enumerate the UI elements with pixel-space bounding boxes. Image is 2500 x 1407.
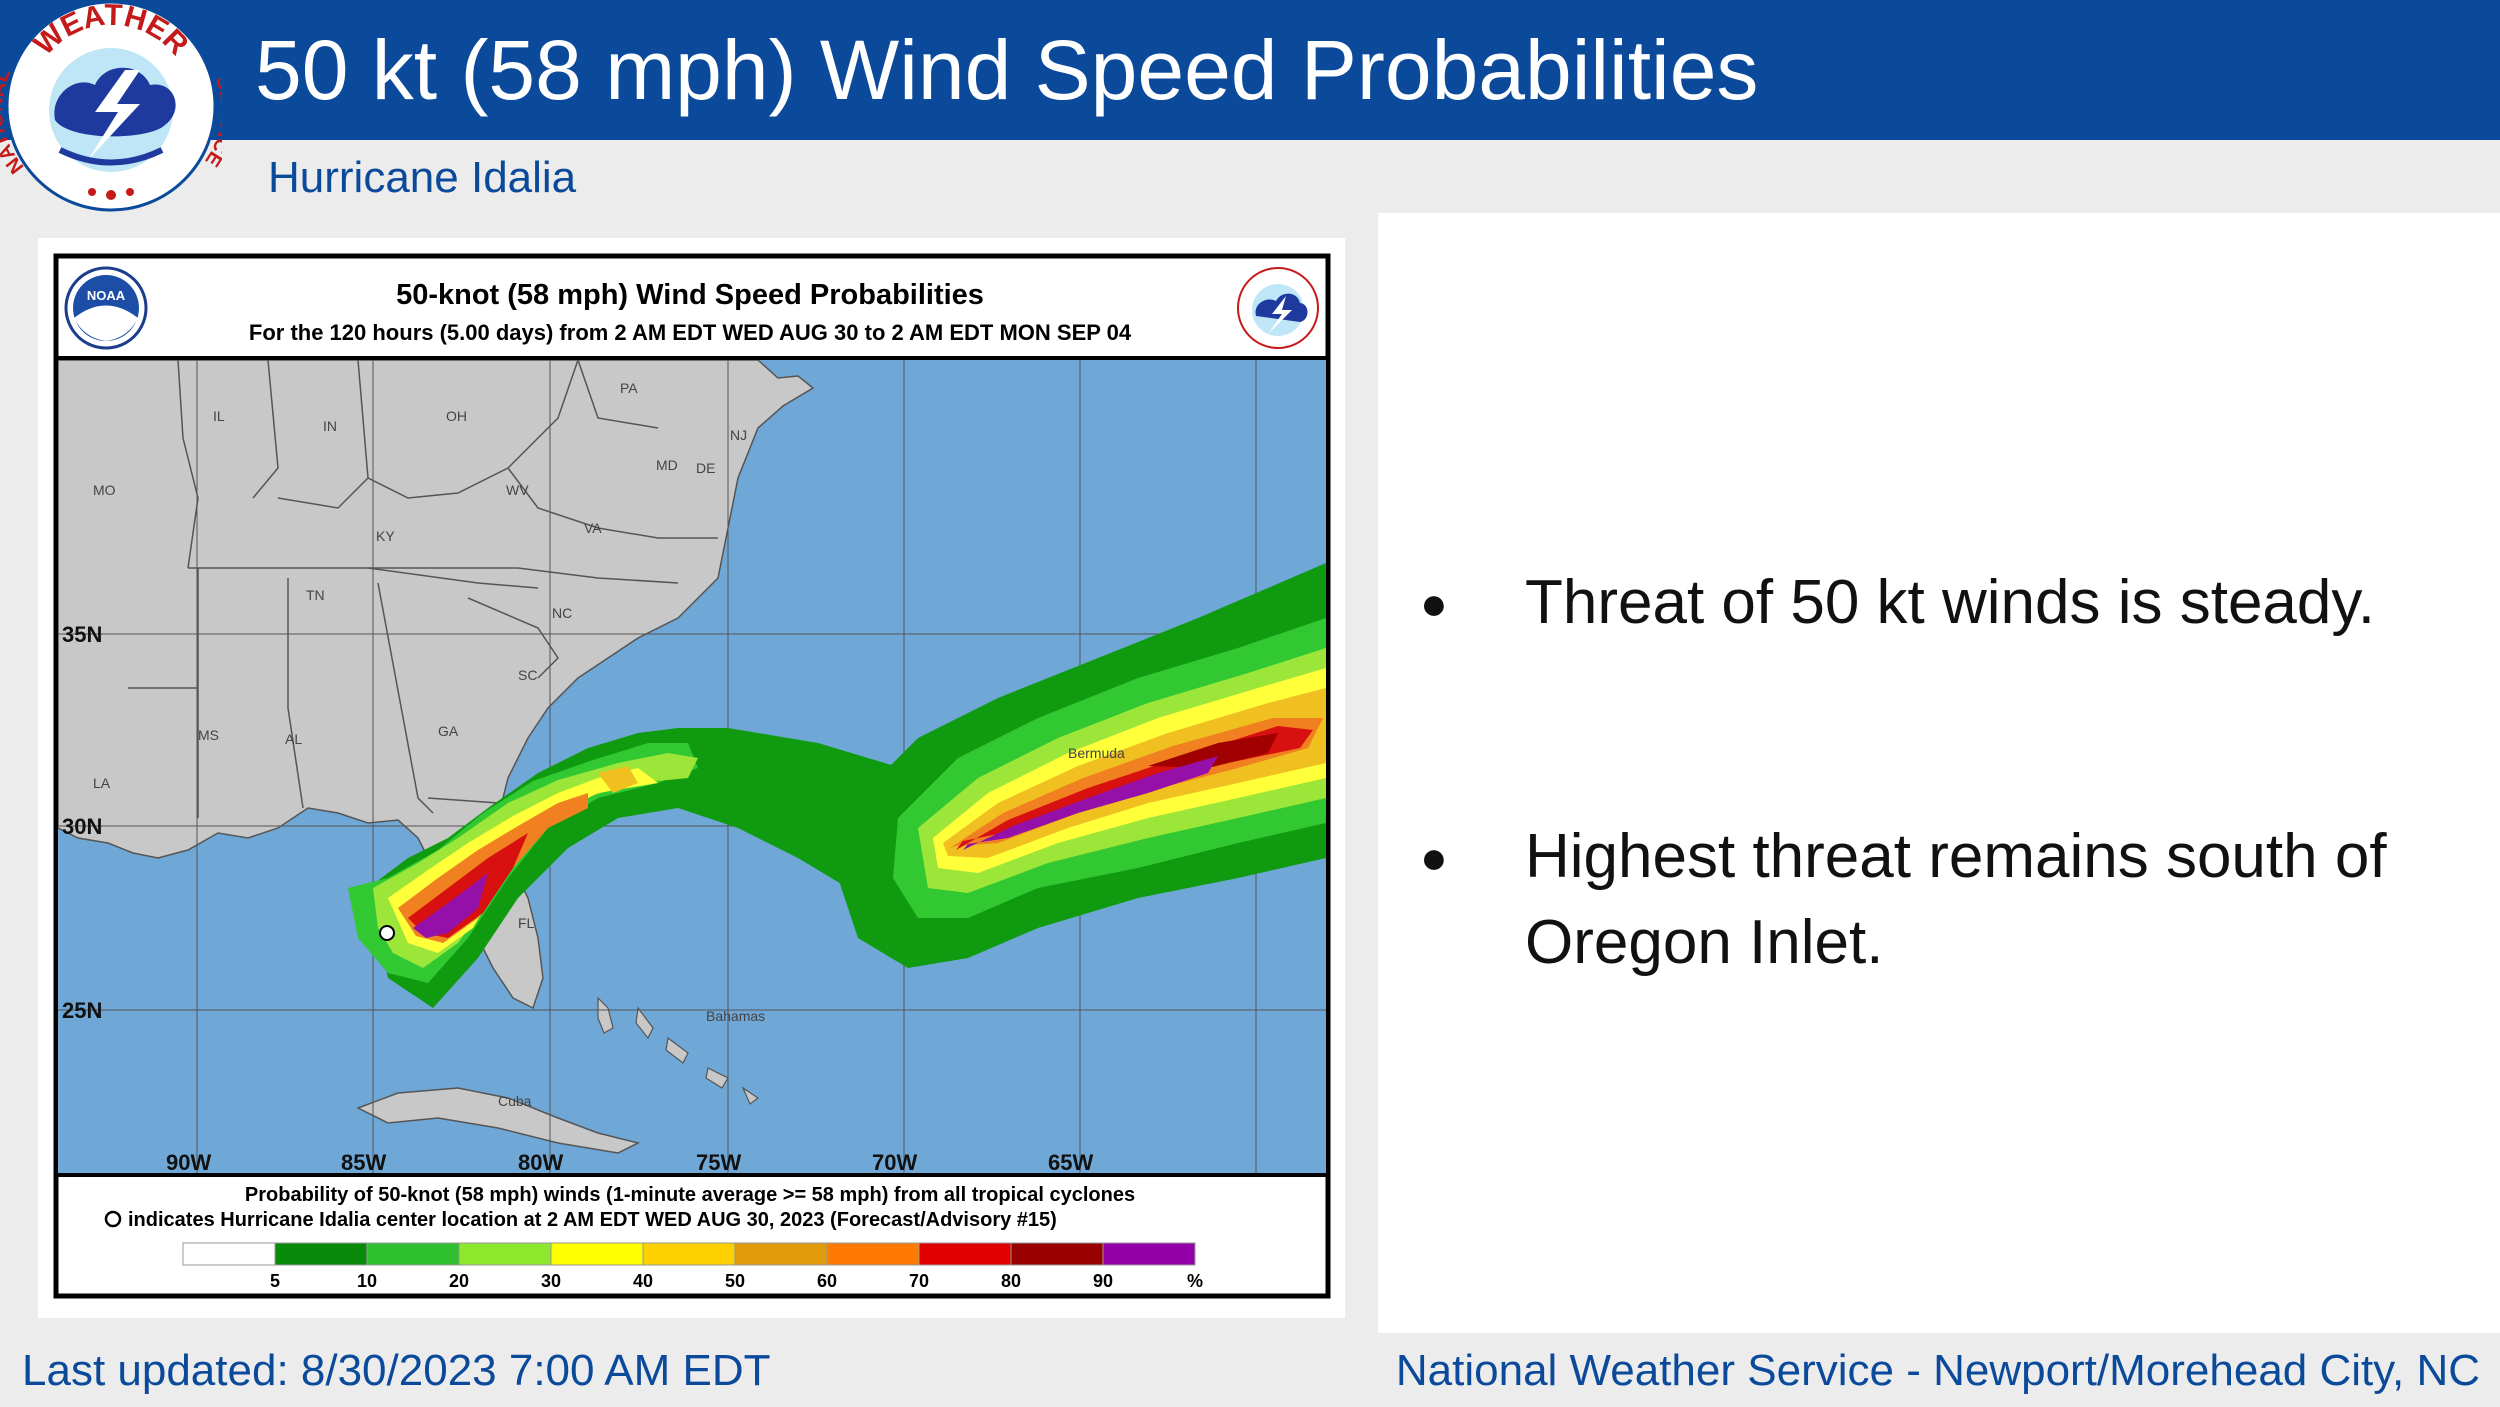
map-title: 50-knot (58 mph) Wind Speed Probabilitie… xyxy=(396,279,984,311)
state-label-ms: MS xyxy=(198,727,219,743)
nws-logo: WEATHER NATIONAL SERVICE xyxy=(0,0,222,212)
state-label-pa: PA xyxy=(620,380,638,396)
lon-label-85w: 85W xyxy=(341,1150,386,1175)
state-label-sc: SC xyxy=(518,667,537,683)
state-label-la: LA xyxy=(93,775,111,791)
us-land xyxy=(58,360,815,1010)
state-label-nc: NC xyxy=(552,605,572,621)
text-panel xyxy=(1378,213,2500,1333)
lon-label-80w: 80W xyxy=(518,1150,563,1175)
state-label-ga: GA xyxy=(438,723,459,739)
state-label-il: IL xyxy=(213,408,225,424)
state-label-fl: FL xyxy=(518,915,535,931)
lat-label-35n: 35N xyxy=(62,622,102,647)
place-label-cuba: Cuba xyxy=(498,1093,532,1109)
map-caption-line-2: indicates Hurricane Idalia center locati… xyxy=(128,1209,1057,1231)
office-name: National Weather Service - Newport/Moreh… xyxy=(1395,1346,2480,1395)
page-title: 50 kt (58 mph) Wind Speed Probabilities xyxy=(255,23,1759,117)
legend-swatch xyxy=(1102,1242,1196,1266)
footer-bar xyxy=(0,1333,2500,1407)
legend-label: 60 xyxy=(817,1271,837,1291)
subtitle-bar xyxy=(0,140,2500,212)
lon-label-90w: 90W xyxy=(166,1150,211,1175)
bullet-list: ● Threat of 50 kt winds is steady. ● Highe… xyxy=(1420,560,2480,1154)
legend-label: 40 xyxy=(633,1271,653,1291)
state-label-md: MD xyxy=(656,457,678,473)
state-borders xyxy=(128,360,718,819)
caption-center-marker xyxy=(104,1210,122,1228)
probability-legend: 5 10 20 30 40 50 60 70 80 90% xyxy=(182,1242,1203,1291)
bahamas xyxy=(597,996,760,1105)
bullet-item: ● Highest threat remains south of Oregon … xyxy=(1420,814,2480,986)
lat-label-30n: 30N xyxy=(62,814,102,839)
state-label-mo: MO xyxy=(93,482,116,498)
header-banner xyxy=(0,0,2500,140)
bullet-dot: ● xyxy=(1420,831,1448,883)
legend-swatch xyxy=(458,1242,552,1266)
lat-lon-labels: 35N 30N 25N 90W 85W 80W 75W 70W 65W xyxy=(62,622,1093,1175)
legend-swatch xyxy=(274,1242,368,1266)
bullet-text: Threat of 50 kt winds is steady. xyxy=(1525,568,2376,637)
bullet-text: Highest threat remains south of Oregon I… xyxy=(1525,822,2387,977)
storm-center-marker xyxy=(379,925,395,941)
cuba xyxy=(356,1087,641,1154)
state-label-tn: TN xyxy=(306,587,325,603)
legend-label: 80 xyxy=(1001,1271,1021,1291)
legend-label: 50 xyxy=(725,1271,745,1291)
legend-swatch xyxy=(642,1242,736,1266)
lon-label-70w: 70W xyxy=(872,1150,917,1175)
probability-swath-east xyxy=(838,563,1326,968)
legend-swatch xyxy=(366,1242,460,1266)
bullet-dot: ● xyxy=(1420,577,1448,629)
map-caption-line-1: Probability of 50-knot (58 mph) winds (1… xyxy=(245,1184,1135,1206)
legend-label: 5 xyxy=(270,1271,280,1291)
legend-label: 30 xyxy=(541,1271,561,1291)
legend-label: 20 xyxy=(449,1271,469,1291)
legend-swatch xyxy=(550,1242,644,1266)
lat-label-25n: 25N xyxy=(62,998,102,1023)
legend-label: 10 xyxy=(357,1271,377,1291)
state-labels: IL IN OH PA NJ MD DE WV VA MO KY TN NC S… xyxy=(93,380,747,931)
page-subtitle: Hurricane Idalia xyxy=(268,153,577,202)
noaa-logo: NOAA xyxy=(64,266,148,350)
legend-swatch xyxy=(826,1242,920,1266)
place-label-bahamas: Bahamas xyxy=(706,1008,765,1024)
probability-swath-west xyxy=(348,728,918,1008)
state-label-in: IN xyxy=(323,418,337,434)
legend-label: 90 xyxy=(1093,1271,1113,1291)
wind-probability-map: 50-knot (58 mph) Wind Speed Probabilitie… xyxy=(53,253,1331,1299)
legend-swatch xyxy=(734,1242,828,1266)
legend-label: 70 xyxy=(909,1271,929,1291)
map-panel: 50-knot (58 mph) Wind Speed Probabilitie… xyxy=(38,238,1345,1318)
place-label-bermuda: Bermuda xyxy=(1068,745,1125,761)
lon-label-65w: 65W xyxy=(1048,1150,1093,1175)
state-label-de: DE xyxy=(696,460,715,476)
legend-swatch xyxy=(182,1242,276,1266)
legend-swatch xyxy=(918,1242,1012,1266)
place-labels: Bahamas Cuba Bermuda xyxy=(498,745,1125,1109)
lon-label-75w: 75W xyxy=(696,1150,741,1175)
legend-swatch xyxy=(1010,1242,1104,1266)
nws-small-logo xyxy=(1237,267,1319,349)
legend-label: % xyxy=(1187,1271,1203,1291)
state-label-oh: OH xyxy=(446,408,467,424)
state-label-nj: NJ xyxy=(730,427,747,443)
bullet-item: ● Threat of 50 kt winds is steady. xyxy=(1420,560,2480,646)
last-updated: Last updated: 8/30/2023 7:00 AM EDT xyxy=(22,1346,771,1395)
state-label-ky: KY xyxy=(376,528,395,544)
state-label-wv: WV xyxy=(506,482,529,498)
state-label-al: AL xyxy=(285,731,302,747)
state-label-va: VA xyxy=(584,520,602,536)
noaa-logo-text: NOAA xyxy=(87,288,126,303)
map-subtitle: For the 120 hours (5.00 days) from 2 AM … xyxy=(249,320,1132,345)
